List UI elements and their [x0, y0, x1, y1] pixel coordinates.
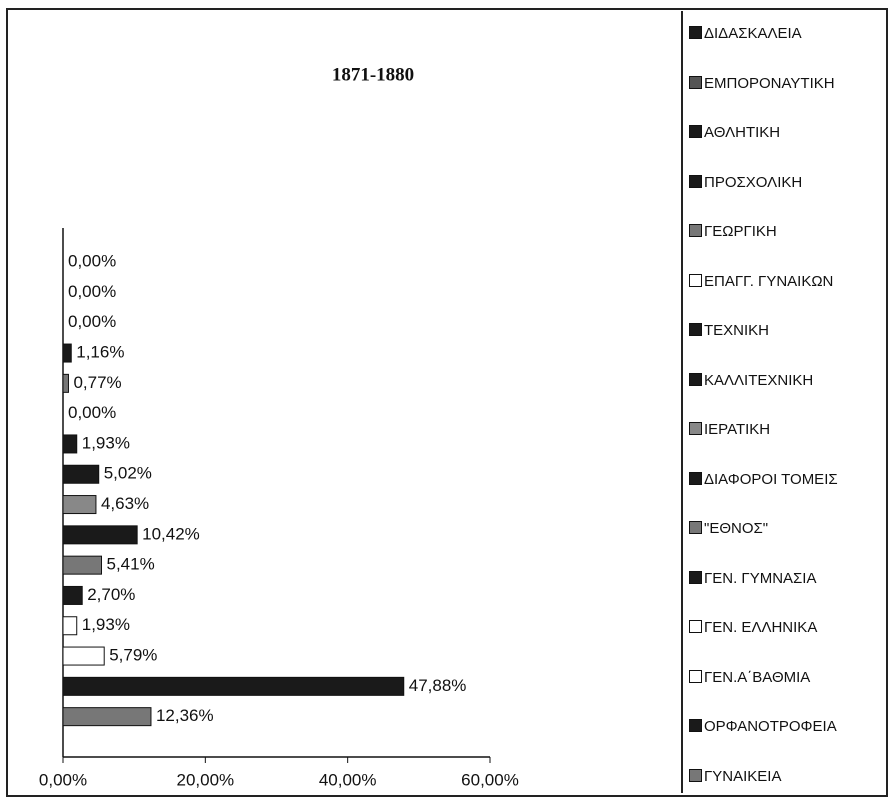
data-label: 1,93% [82, 615, 130, 634]
legend-swatch [689, 323, 702, 336]
legend-label: ΑΘΛΗΤΙΚΗ [704, 124, 781, 141]
data-label: 12,36% [156, 706, 214, 725]
legend-label: ΠΡΟΣΧΟΛΙΚΗ [704, 173, 803, 191]
legend-swatch [689, 125, 702, 138]
legend: ΔΙΔΑΣΚΑΛΕΙΑ ΕΜΠΟΡΟΝΑΥΤΙΚΗ ΑΘΛΗΤΙΚΗ ΠΡΟΣΧΟΛΙ… [681, 11, 884, 793]
legend-label: ΕΠΑΓΓ. ΓΥΝΑΙΚΩΝ [704, 272, 834, 290]
legend-swatch [689, 273, 702, 287]
legend-swatch [689, 521, 702, 534]
legend-swatch [689, 669, 702, 683]
bar [62, 495, 97, 515]
legend-label: ΔΙΑΦΟΡΟΙ ΤΟΜΕΙΣ [704, 470, 838, 488]
x-tick-label: 60,00% [461, 770, 519, 789]
legend-label: ΕΜΠΟΡΟΝΑΥΤΙΚΗ [704, 74, 835, 92]
bar [62, 585, 83, 605]
bar [62, 464, 100, 484]
legend-entry: ΔΙΔΑΣΚΑΛΕΙΑ [689, 25, 879, 42]
data-label: 1,16% [76, 343, 124, 362]
x-tick-label: 20,00% [176, 770, 234, 789]
legend-label: ΔΙΔΑΣΚΑΛΕΙΑ [704, 25, 802, 42]
legend-entry: ΕΠΑΓΓ. ΓΥΝΑΙΚΩΝ [689, 273, 879, 290]
legend-entry: ΙΕΡΑΤΙΚΗ [689, 421, 879, 438]
legend-entry: ΓΥΝΑΙΚΕΙΑ [689, 768, 879, 785]
data-label: 4,63% [101, 494, 149, 513]
data-label: 5,79% [109, 646, 157, 665]
legend-label: ΓΕΝ.Α΄ΒΑΘΜΙΑ [704, 668, 811, 686]
bar [62, 525, 138, 545]
legend-label: ΓΕΝ. ΓΥΜΝΑΣΙΑ [704, 569, 817, 587]
data-label: 0,77% [73, 373, 121, 392]
legend-label: ΓΥΝΑΙΚΕΙΑ [704, 767, 782, 785]
legend-swatch [689, 719, 702, 732]
bar [62, 343, 72, 363]
legend-label: ΟΡΦΑΝΟΤΡΟΦΕΙΑ [704, 718, 837, 735]
legend-entry: ΓΕΝ. ΓΥΜΝΑΣΙΑ [689, 570, 879, 587]
data-label: 1,93% [82, 433, 130, 452]
chart-title: 1871-1880 [332, 64, 414, 85]
bar [62, 434, 78, 454]
legend-entry: ΕΜΠΟΡΟΝΑΥΤΙΚΗ [689, 75, 879, 92]
x-tick-label: 40,00% [319, 770, 377, 789]
bar [62, 676, 405, 696]
data-label: 47,88% [409, 676, 467, 695]
data-label: 5,02% [104, 464, 152, 483]
legend-swatch [689, 174, 702, 188]
legend-entry: ΤΕΧΝΙΚΗ [689, 322, 879, 339]
bar [62, 555, 103, 575]
data-label: 0,00% [68, 252, 116, 271]
legend-entry: ΚΑΛΛΙΤΕΧΝΙΚΗ [689, 372, 879, 389]
bar [62, 646, 105, 666]
frame [6, 8, 888, 797]
legend-swatch [689, 620, 702, 633]
bar [62, 707, 152, 727]
legend-label: "ΕΘΝΟΣ" [704, 520, 769, 537]
data-label: 10,42% [142, 524, 200, 543]
legend-entry: ΑΘΛΗΤΙΚΗ [689, 124, 879, 141]
legend-label: ΤΕΧΝΙΚΗ [704, 322, 770, 339]
data-label: 0,00% [68, 282, 116, 301]
data-label: 5,41% [107, 555, 155, 574]
x-tick-label: 0,00% [39, 770, 87, 789]
legend-label: ΓΕΩΡΓΙΚΗ [704, 223, 777, 240]
data-label: 0,00% [68, 312, 116, 331]
legend-entry: ΔΙΑΦΟΡΟΙ ΤΟΜΕΙΣ [689, 471, 879, 488]
legend-entry: "ΕΘΝΟΣ" [689, 520, 879, 537]
legend-entry: ΓΕΝ.Α΄ΒΑΘΜΙΑ [689, 669, 879, 686]
legend-swatch [689, 372, 702, 386]
data-label: 2,70% [87, 585, 135, 604]
legend-entry: ΟΡΦΑΝΟΤΡΟΦΕΙΑ [689, 718, 879, 735]
legend-swatch [689, 768, 702, 782]
legend-label: ΙΕΡΑΤΙΚΗ [704, 421, 771, 438]
legend-swatch [689, 471, 702, 485]
legend-swatch [689, 224, 702, 237]
legend-swatch [689, 75, 702, 89]
legend-entry: ΠΡΟΣΧΟΛΙΚΗ [689, 174, 879, 191]
legend-entry: ΓΕΩΡΓΙΚΗ [689, 223, 879, 240]
legend-label: ΚΑΛΛΙΤΕΧΝΙΚΗ [704, 371, 814, 389]
bar [62, 373, 69, 393]
legend-label: ΓΕΝ. ΕΛΛΗΝΙΚΑ [704, 619, 818, 636]
legend-entry: ΓΕΝ. ΕΛΛΗΝΙΚΑ [689, 619, 879, 636]
bar [62, 616, 78, 636]
legend-swatch [689, 570, 702, 584]
legend-swatch [689, 422, 702, 435]
legend-swatch [689, 26, 702, 39]
data-label: 0,00% [68, 403, 116, 422]
